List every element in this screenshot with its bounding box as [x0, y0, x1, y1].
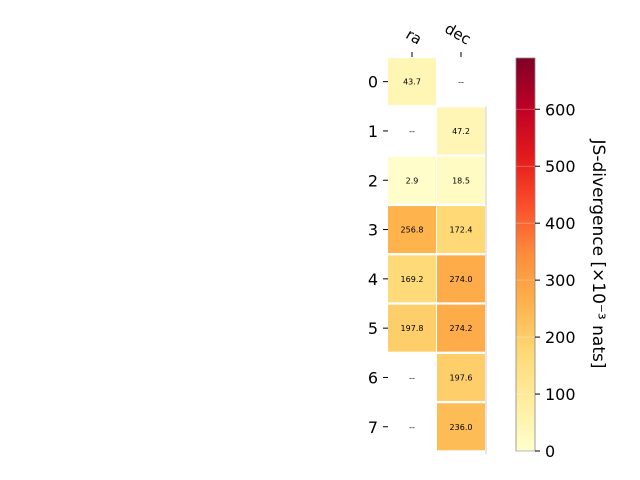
- heatmap-cell-dec-1: [437, 107, 485, 155]
- colorbar-tick-label: 300: [545, 271, 576, 290]
- cell-value-label: 274.2: [450, 324, 473, 333]
- heatmap-cell-ra-5: [388, 304, 436, 352]
- heatmap-cell-dec-2: [437, 156, 485, 204]
- cell-value-label: --: [458, 78, 464, 87]
- cell-value-label: 236.0: [450, 423, 473, 432]
- heatmap-cell-ra-0: [388, 58, 436, 106]
- heatmap-cell-dec-6: [437, 353, 485, 401]
- y-tick-label-6: 6: [368, 368, 378, 387]
- x-axis: ra dec: [403, 19, 474, 57]
- y-axis: 0 1 2 3 4 5 6 7: [368, 73, 388, 437]
- heatmap-cell-ra-2: [388, 156, 436, 204]
- cell-value-label: 256.8: [401, 226, 424, 235]
- cell-value-label: 274.0: [450, 275, 473, 284]
- colorbar-tick-label: 0: [545, 442, 555, 461]
- y-tick-label-0: 0: [368, 73, 378, 92]
- cell-value-label: 18.5: [452, 176, 470, 185]
- heatmap-cell-ra-3: [388, 206, 436, 254]
- colorbar-tick-label: 200: [545, 328, 576, 347]
- cell-value-label: 197.6: [450, 373, 473, 382]
- cell-value-label: 172.4: [450, 226, 473, 235]
- cell-value-label: 169.2: [401, 275, 424, 284]
- y-tick-label-4: 4: [368, 270, 378, 289]
- cell-value-label: --: [409, 373, 415, 382]
- cell-value-label: 2.9: [406, 176, 419, 185]
- y-tick-label-2: 2: [368, 171, 378, 190]
- y-tick-label-5: 5: [368, 319, 378, 338]
- colorbar: [515, 57, 536, 452]
- x-tick-label-ra: ra: [403, 25, 425, 48]
- y-tick-label-1: 1: [368, 122, 378, 141]
- y-tick-label-3: 3: [368, 221, 378, 240]
- heatmap-cell-dec-5: [437, 304, 485, 352]
- cell-value-label: --: [409, 127, 415, 136]
- colorbar-label: JS-divergence [×10⁻³ nats]: [588, 139, 608, 369]
- cell-value-label: --: [409, 423, 415, 432]
- cell-value-label: 43.7: [403, 78, 421, 87]
- colorbar-tick-label: 600: [545, 100, 576, 119]
- colorbar-tick-label: 100: [545, 385, 576, 404]
- heatmap-cell-dec-3: [437, 206, 485, 254]
- heatmap-cell-dec-4: [437, 255, 485, 303]
- heatmap-cell-ra-4: [388, 255, 436, 303]
- heatmap-cells: 43.7 -- -- 47.2 2.9 18.5 256.8 172.4 169.2 274.0 1…: [388, 58, 487, 455]
- heatmap-cell-dec-7: [437, 403, 485, 451]
- colorbar-tick-label: 400: [545, 214, 576, 233]
- y-tick-label-7: 7: [368, 418, 378, 437]
- colorbar-tick-label: 500: [545, 157, 576, 176]
- cell-value-label: 47.2: [452, 127, 470, 136]
- cell-value-label: 197.8: [401, 324, 424, 333]
- x-tick-label-dec: dec: [442, 19, 474, 48]
- colorbar-ticks: 0 100 200 300 400 500 600: [516, 100, 576, 461]
